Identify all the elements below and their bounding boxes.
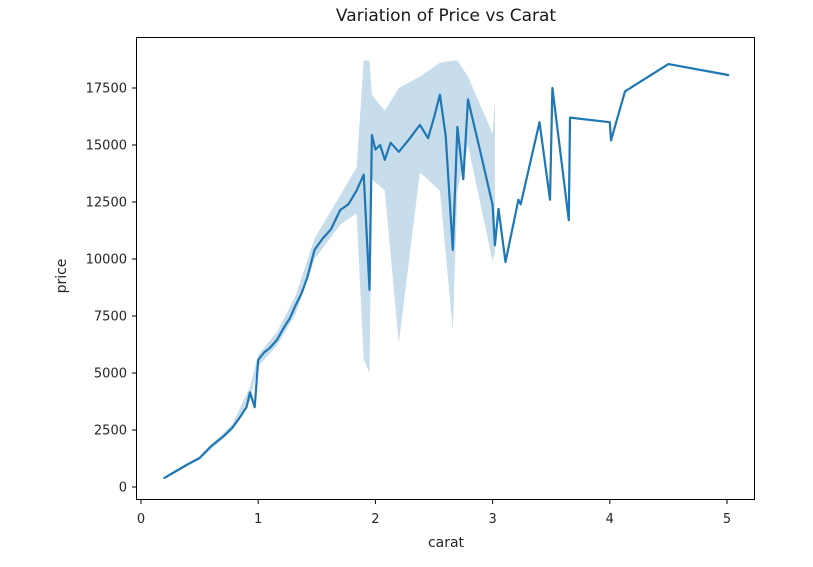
y-tick-label: 2500 xyxy=(94,424,127,439)
price-line xyxy=(163,62,730,479)
x-tick-label: 4 xyxy=(606,512,614,527)
x-tick-label: 0 xyxy=(137,512,145,527)
confidence-band-area xyxy=(164,60,495,479)
y-tick-label: 12500 xyxy=(86,196,127,211)
x-tick-label: 3 xyxy=(488,512,496,527)
x-tick-label: 1 xyxy=(254,512,262,527)
y-tick-label: 7500 xyxy=(94,310,127,325)
confidence-band xyxy=(164,60,495,479)
axes-frame xyxy=(136,37,755,500)
series-line xyxy=(163,62,730,479)
y-tick-label: 15000 xyxy=(86,139,127,154)
x-tick-label: 5 xyxy=(723,512,731,527)
y-axis-ticks: 0 2500 5000 7500 10000 12500 15000 17500 xyxy=(86,82,137,496)
x-axis-ticks: 0 1 2 3 4 5 xyxy=(137,499,731,527)
y-tick-label: 0 xyxy=(119,481,127,496)
chart-title: Variation of Price vs Carat xyxy=(335,6,557,26)
y-tick-label: 5000 xyxy=(94,367,127,382)
y-tick-label: 10000 xyxy=(86,253,127,268)
x-axis-label: carat xyxy=(427,535,465,551)
y-tick-label: 17500 xyxy=(86,82,127,97)
x-tick-label: 2 xyxy=(371,512,379,527)
